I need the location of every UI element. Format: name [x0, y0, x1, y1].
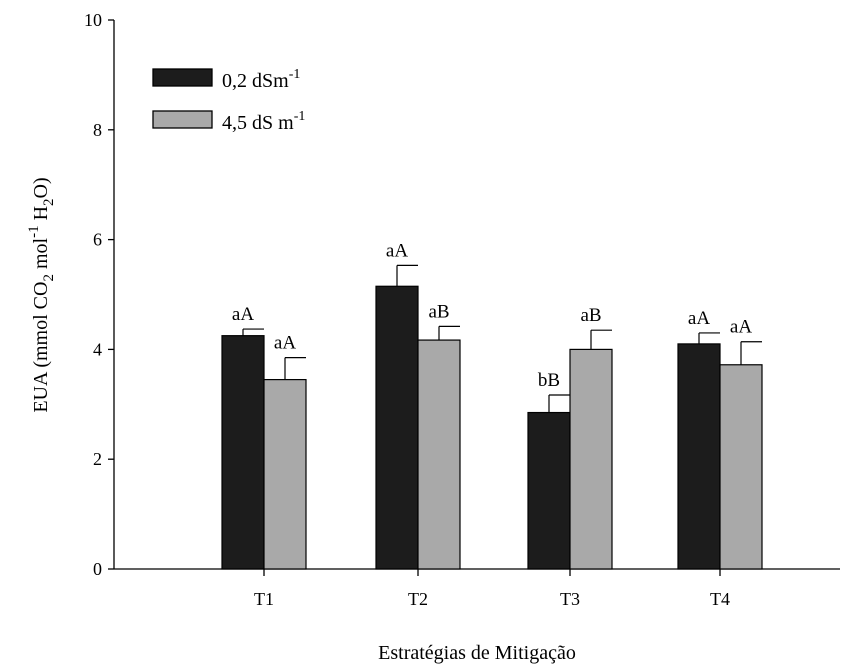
y-axis-label: EUA (mmol CO2 mol-1 H2O) [26, 177, 57, 412]
bars [221, 285, 763, 570]
data-label-t3-series-1: bB [538, 370, 560, 391]
bar-labels: aA aA aA aB bB aB aA aA [232, 240, 752, 391]
legend-label-series-1: 0,2 dSm-1 [222, 67, 300, 92]
bar-t2-series-2 [417, 339, 461, 570]
data-label-t4-series-2: aA [730, 317, 752, 338]
x-tick-label: T1 [254, 589, 274, 609]
legend: 0,2 dSm-1 4,5 dS m-1 [152, 67, 305, 134]
data-label-t3-series-2: aB [580, 305, 601, 326]
y-ticks: 0 2 4 6 8 10 [84, 10, 114, 579]
x-ticks: T1 T2 T3 T4 [254, 569, 730, 609]
data-label-t1-series-2: aA [274, 333, 296, 354]
y-tick-label: 6 [93, 230, 102, 250]
y-tick-label: 0 [93, 559, 102, 579]
bar-t4-series-2 [719, 364, 763, 570]
data-label-t4-series-1: aA [688, 308, 710, 329]
y-tick-label: 8 [93, 120, 102, 140]
error-bars [242, 264, 762, 413]
y-tick-label: 10 [84, 10, 102, 30]
bar-t1-series-2 [263, 378, 307, 570]
data-label-t1-series-1: aA [232, 304, 254, 325]
legend-swatch-series-2 [152, 110, 213, 129]
data-label-t2-series-2: aB [428, 301, 449, 322]
bar-t3-series-2 [569, 348, 613, 570]
legend-label-series-2: 4,5 dS m-1 [222, 109, 305, 134]
x-axis-label: Estratégias de Mitigação [378, 642, 576, 664]
x-tick-label: T2 [408, 589, 428, 609]
y-tick-label: 4 [93, 339, 102, 359]
bar-t4-series-1 [677, 343, 721, 570]
legend-item-series-1: 0,2 dSm-1 [152, 67, 300, 92]
bar-t2-series-1 [375, 285, 419, 570]
x-tick-label: T3 [560, 589, 580, 609]
data-label-t2-series-1: aA [386, 240, 408, 261]
x-tick-label: T4 [710, 589, 730, 609]
bar-t1-series-1 [221, 335, 265, 570]
legend-item-series-2: 4,5 dS m-1 [152, 109, 305, 134]
legend-swatch-series-1 [152, 68, 213, 87]
bar-t3-series-1 [527, 411, 571, 570]
y-tick-label: 2 [93, 449, 102, 469]
